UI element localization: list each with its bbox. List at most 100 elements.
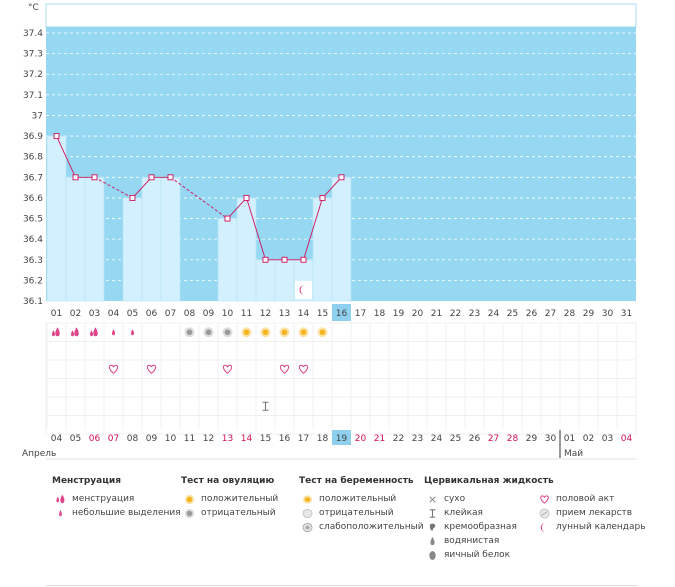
date-label: 18 [317,434,329,444]
bbt-chart: °C 37.4 37.3 37.2 37.1 37 36.9 36.8 36.7 36.6 36.… [22,3,637,460]
unit-label: °C [28,3,39,13]
temperature-bars [46,135,352,302]
temperature-bar [255,259,276,302]
date-label: 24 [431,434,443,444]
date-label: 30 [545,434,557,444]
legend-label: половой акт [556,494,615,504]
pill-icon [539,508,550,519]
temperature-point [167,174,174,181]
legend-title-ovulation: Тест на овуляцию [181,476,275,486]
temperature-point [338,174,345,181]
today-highlight [332,430,351,445]
eggwhite-icon [429,551,436,560]
temperature-bar [331,177,352,302]
legend-menstruation: Менструация менструация небольшие выделе… [52,476,181,520]
legend-label: положительный [201,494,279,504]
cycle-day-label: 22 [450,309,461,319]
date-label: 09 [146,434,158,444]
cycle-day-label: 05 [127,309,138,319]
legend-item: половой акт [536,492,646,506]
sticky-icon [429,509,436,518]
cycle-day-label: 11 [241,309,252,319]
y-tick-label: 36.4 [23,235,43,245]
creamy-icon [429,523,436,532]
temperature-bar [65,177,86,302]
ovulation-test-core [186,329,193,336]
cycle-day-label: 03 [89,309,100,319]
drop-icon [59,509,62,517]
legend-label: слабоположительный [319,522,424,532]
y-tick-label: 36.5 [23,215,43,225]
temperature-bar [274,259,295,302]
legend-item: сухо [424,492,554,506]
date-label: 23 [412,434,423,444]
date-label: 02 [583,434,594,444]
date-label: 19 [336,434,348,444]
date-label: 12 [203,434,214,444]
marker-row [45,359,637,379]
date-label: 20 [355,434,367,444]
intercourse-heart [222,364,233,374]
legend-item: отрицательный [299,506,424,520]
legend-label: клейкая [444,508,483,518]
marker-grid [45,322,637,435]
legend-item: яичный белок [424,548,554,562]
ovulation-test-core [262,329,269,336]
y-tick-label: 36.7 [23,173,43,183]
legend-item: прием лекарств [536,506,646,520]
legend-title-menstruation: Менструация [52,476,121,486]
marker-row [45,378,637,398]
y-tick-label: 36.8 [23,153,43,163]
temperature-bar [122,197,143,302]
legend-label: кремообразная [444,522,517,532]
marker-row [45,322,637,342]
cycle-day-label: 21 [431,309,442,319]
y-tick-label: 36.2 [23,276,43,286]
legend-other: половой акт прием лекарств лунный календ… [536,492,646,534]
date-label: 05 [70,434,81,444]
temperature-point [72,174,79,181]
current-day-highlight [332,304,351,321]
temperature-bar [236,197,257,302]
temperature-point [148,174,155,181]
ovulation-test-core [300,329,307,336]
menstruation-drop [90,330,93,337]
date-label: 01 [564,434,575,444]
legend-label: положительный [319,494,397,504]
y-tick-label: 37.1 [23,91,43,101]
cycle-day-label: 01 [51,309,62,319]
y-tick-label: 37 [32,111,43,121]
menstruation-drop [74,327,79,337]
temperature-point [129,194,136,201]
temperature-line [227,197,247,219]
month-label: Апрель [22,449,56,459]
date-label: 17 [298,434,309,444]
legend-item: слабоположительный [299,520,424,534]
legend-label: лунный календарь [556,522,646,532]
ovulation-test-core [281,329,288,336]
moon-icon [540,522,546,533]
cycle-day-label: 10 [222,309,234,319]
cycle-day-label: 30 [602,309,614,319]
menstruation-drop [93,327,98,337]
date-labels: 04 05 06 07 08 09 10 11 12 13 14 15 16 17 18 19 20 21 22 23… [51,430,632,445]
menstruation-drop [52,330,55,337]
legend-label: прием лекарств [556,508,633,518]
date-label: 07 [108,434,119,444]
date-label: 04 [51,434,63,444]
temperature-line-gap [94,176,133,199]
menstruation-drop [55,327,60,337]
marker-row [45,396,637,416]
legend-label: отрицательный [319,508,394,518]
legend-item: клейкая [424,506,554,520]
temperature-point [243,194,250,201]
cycle-day-label: 08 [184,309,196,319]
temperature-point [319,194,326,201]
menstruation-drop [71,330,74,337]
cycle-day-label: 23 [469,309,480,319]
temperature-bar [141,177,162,302]
date-label: 03 [602,434,613,444]
date-label: 16 [279,434,291,444]
y-tick-label: 36.1 [23,297,43,307]
temperature-bar [217,218,238,302]
